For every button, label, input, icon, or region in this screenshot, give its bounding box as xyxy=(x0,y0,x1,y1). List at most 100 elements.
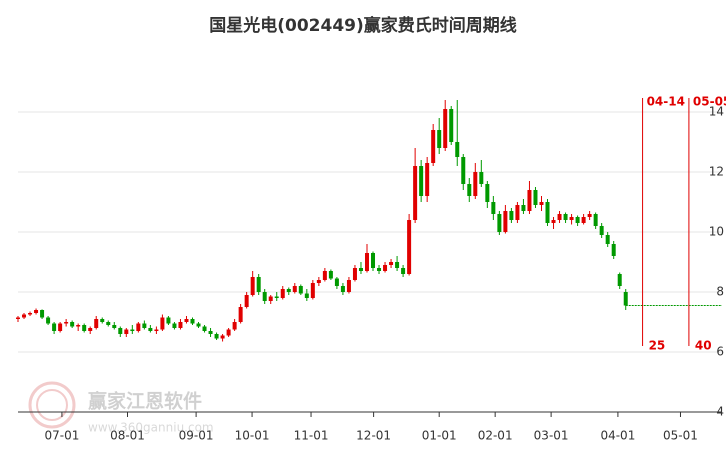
candle-body xyxy=(401,268,406,274)
candle-body xyxy=(238,307,243,322)
candle-body xyxy=(515,205,520,220)
candle-body xyxy=(244,295,249,307)
chart-title: 国星光电(002449)赢家费氏时间周期线 xyxy=(209,15,517,36)
candle-body xyxy=(623,292,628,306)
candle-body xyxy=(100,319,105,322)
candle-body xyxy=(527,190,532,211)
candle-body xyxy=(70,322,75,327)
candle-body xyxy=(46,317,51,324)
watermark-logo xyxy=(28,381,76,429)
candle-body xyxy=(437,130,442,148)
candle-body xyxy=(196,323,201,327)
cycle-date: 04-14 xyxy=(647,95,685,109)
candle-body xyxy=(340,286,345,292)
x-tick-label: 02-01 xyxy=(478,429,513,443)
candle-body xyxy=(136,323,141,331)
candle-body xyxy=(364,253,369,271)
candle-body xyxy=(461,157,466,184)
x-tick-label: 08-01 xyxy=(110,429,145,443)
candle-body xyxy=(479,172,484,184)
watermark: 赢家江恩软件 xyxy=(88,390,202,413)
x-tick-label: 11-01 xyxy=(294,429,329,443)
x-tick-label: 09-01 xyxy=(179,429,214,443)
candle-body xyxy=(617,274,622,286)
candle-body xyxy=(256,277,261,292)
candle-body xyxy=(322,271,327,280)
candle-body xyxy=(286,289,291,292)
candle-body xyxy=(178,322,183,328)
candle-body xyxy=(545,202,550,223)
candle-body xyxy=(28,313,33,315)
candle-body xyxy=(190,319,195,324)
candle-body xyxy=(575,217,580,223)
candle-body xyxy=(40,310,45,318)
candle-body xyxy=(497,214,502,232)
candle-body xyxy=(226,329,231,336)
candle-body xyxy=(358,268,363,271)
x-tick-label: 10-01 xyxy=(235,429,270,443)
candle-body xyxy=(581,217,586,223)
candle-body xyxy=(172,323,177,328)
candle-body xyxy=(599,226,604,235)
cycle-count: 25 xyxy=(649,339,666,353)
candle-body xyxy=(455,142,460,157)
candle-body xyxy=(214,334,219,339)
candle-body xyxy=(304,293,309,298)
candle-body xyxy=(142,323,147,328)
candle-body xyxy=(208,331,213,334)
candle-body xyxy=(148,328,153,331)
candle-body xyxy=(491,202,496,214)
candle-body xyxy=(509,211,514,220)
candle-body xyxy=(268,296,273,301)
candle-body xyxy=(611,244,616,256)
candle-body xyxy=(328,271,333,279)
candle-body xyxy=(316,280,321,283)
candle-body xyxy=(449,109,454,142)
candle-body xyxy=(298,286,303,294)
candle-body xyxy=(58,323,63,331)
candle-body xyxy=(431,130,436,163)
candle-body xyxy=(64,322,69,324)
x-tick-label: 07-01 xyxy=(44,429,79,443)
candle-body xyxy=(395,262,400,268)
candle-body xyxy=(419,166,424,196)
candle-body xyxy=(82,325,87,331)
candle-body xyxy=(166,317,171,324)
candle-body xyxy=(262,292,267,301)
candle-body xyxy=(587,214,592,217)
candle-body xyxy=(184,319,189,322)
y-tick-label: 14 xyxy=(709,105,724,119)
candle-body xyxy=(467,184,472,196)
candle-body xyxy=(292,286,297,292)
y-tick-label: 10 xyxy=(709,225,724,239)
cycle-date: 05-05 xyxy=(693,95,726,109)
candle-body xyxy=(52,323,57,331)
candle-body xyxy=(352,268,357,280)
candle-body xyxy=(118,328,123,334)
candle-body xyxy=(346,280,351,292)
candle-body xyxy=(485,184,490,202)
y-tick-label: 8 xyxy=(716,285,724,299)
candle-body xyxy=(563,214,568,220)
candle-body xyxy=(124,329,129,334)
candle-body xyxy=(232,322,237,330)
candle-body xyxy=(593,214,598,226)
candle-body xyxy=(88,328,93,331)
candle-body xyxy=(425,163,430,196)
y-tick-label: 12 xyxy=(709,165,724,179)
candle-body xyxy=(220,335,225,339)
candle-body xyxy=(569,217,574,220)
candle-body xyxy=(521,205,526,211)
candle-body xyxy=(22,314,27,318)
candle-body xyxy=(473,172,478,196)
candle-body xyxy=(503,211,508,232)
cycle-count: 40 xyxy=(695,339,712,353)
candle-body xyxy=(377,268,382,271)
candle-body xyxy=(389,262,394,265)
candle-body xyxy=(94,319,99,328)
candle-body xyxy=(407,220,412,274)
x-tick-label: 03-01 xyxy=(534,429,569,443)
candle-body xyxy=(443,109,448,148)
candle-body xyxy=(605,235,610,244)
